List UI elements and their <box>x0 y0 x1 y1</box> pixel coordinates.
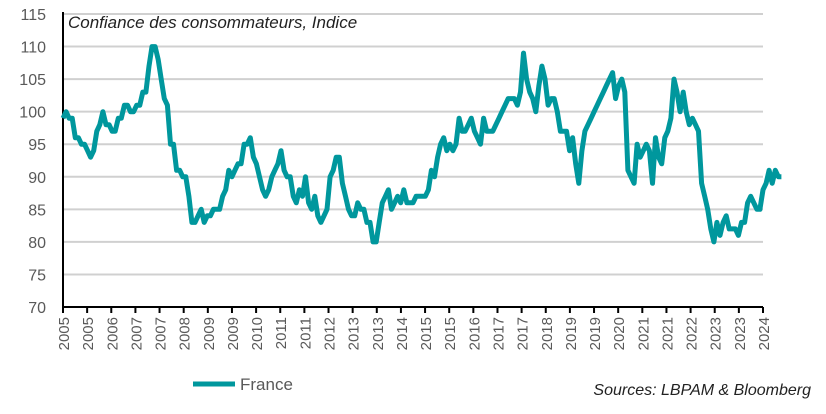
y-tick-label: 100 <box>19 105 46 122</box>
x-tick-label: 2011 <box>297 317 314 349</box>
x-tick-label: 2017 <box>515 317 532 350</box>
x-tick-label: 2023 <box>708 317 725 350</box>
x-tick-label: 2017 <box>490 317 507 350</box>
y-tick-label: 85 <box>28 202 46 219</box>
x-tick-label: 2012 <box>322 317 339 350</box>
x-tick-label: 2009 <box>201 317 218 350</box>
x-tick-label: 2013 <box>346 317 363 350</box>
x-axis-ticks: 2005 2005 2006 2007 2007 2008 2009 2009 2010 2011… <box>56 307 773 350</box>
y-tick-label: 80 <box>28 235 46 252</box>
chart-title: Confiance des consommateurs, Indice <box>68 13 357 32</box>
y-axis-ticks: 70 75 80 85 90 95 100 105 110 115 <box>19 7 46 317</box>
y-tick-label: 75 <box>28 267 46 284</box>
x-tick-label: 2020 <box>611 317 628 350</box>
x-tick-label: 2018 <box>539 317 556 350</box>
x-tick-label: 2022 <box>684 317 701 350</box>
x-tick-label: 2015 <box>418 317 435 350</box>
x-tick-label: 2019 <box>563 317 580 350</box>
legend-label-france: France <box>240 375 293 394</box>
source-note: Sources: LBPAM & Bloomberg <box>593 382 811 399</box>
legend: France <box>193 375 293 394</box>
y-tick-label: 105 <box>19 72 46 89</box>
x-tick-label: 2006 <box>104 317 121 350</box>
y-tick-label: 90 <box>28 170 46 187</box>
series-line-france <box>60 44 782 245</box>
x-tick-label: 2008 <box>177 317 194 350</box>
x-tick-label: 2021 <box>659 317 676 350</box>
x-tick-label: 2014 <box>394 317 411 350</box>
y-tick-label: 115 <box>20 7 46 24</box>
x-tick-label: 2009 <box>225 317 242 350</box>
x-tick-label: 2016 <box>466 317 483 350</box>
x-tick-label: 2015 <box>442 317 459 350</box>
x-tick-label: 2005 <box>56 317 73 350</box>
x-tick-label: 2005 <box>80 317 97 350</box>
x-tick-label: 2011 <box>273 317 290 349</box>
x-tick-label: 2013 <box>370 317 387 350</box>
y-tick-label: 110 <box>20 40 46 57</box>
y-tick-label: 70 <box>28 300 46 317</box>
series-group <box>60 44 782 245</box>
x-tick-label: 2007 <box>128 317 145 350</box>
x-tick-label: 2007 <box>153 317 170 350</box>
x-tick-label: 2021 <box>635 317 652 350</box>
x-tick-label: 2024 <box>756 317 773 350</box>
y-tick-label: 95 <box>28 137 46 154</box>
x-tick-label: 2023 <box>732 317 749 350</box>
x-tick-label: 2019 <box>587 317 604 350</box>
x-tick-label: 2010 <box>249 317 266 350</box>
gridlines <box>63 13 763 276</box>
